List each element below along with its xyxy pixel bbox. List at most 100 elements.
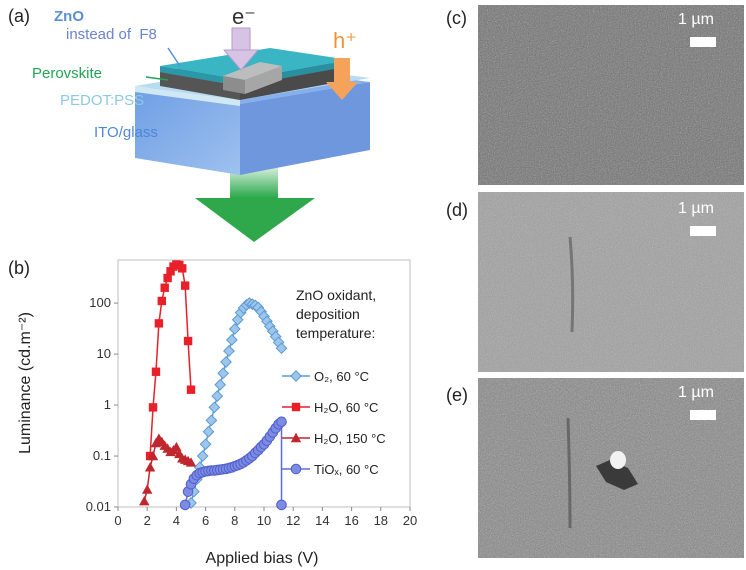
data-point-square (180, 281, 190, 290)
data-point-square (151, 367, 161, 376)
ito-label: ITO/glass (94, 124, 158, 141)
panel-d-label: (d) (446, 200, 468, 220)
x-tick-label: 8 (231, 513, 238, 528)
data-point-triangle (185, 457, 197, 467)
data-point-square (154, 319, 164, 328)
series-square (145, 260, 196, 461)
plot-area (117, 259, 411, 508)
data-point-circle (276, 416, 287, 428)
y-tick-label: 0.1 (93, 448, 111, 463)
series-triangle (139, 433, 197, 506)
data-point-diamond (228, 323, 241, 335)
data-point-diamond (217, 367, 230, 380)
pedot-label: PEDOT:PSS (60, 92, 145, 109)
x-tick-label: 2 (144, 513, 151, 528)
sem-texture-c (478, 5, 744, 185)
data-point-diamond (208, 401, 221, 414)
data-point-triangle (147, 450, 159, 461)
legend-title-line: temperature: (296, 325, 375, 341)
y-tick-label: 10 (97, 346, 111, 361)
sem-image-c: 1 µm (478, 5, 744, 185)
data-point-circle (276, 499, 287, 511)
zno-label: ZnO (54, 8, 84, 25)
scale-bar-d (690, 226, 716, 236)
data-point-triangle (139, 495, 150, 506)
electron-arrow (222, 27, 260, 71)
data-point-square (183, 336, 193, 346)
data-point-square (145, 451, 155, 461)
data-point-diamond (290, 370, 302, 382)
data-point-square (291, 402, 301, 412)
legend-label: O₂, 60 °C (314, 369, 369, 384)
x-tick-label: 4 (173, 513, 180, 528)
x-tick-label: 14 (315, 513, 329, 528)
data-point-triangle (142, 484, 153, 494)
data-point-diamond (205, 414, 218, 427)
sem-image-e: 1 µm (478, 378, 744, 558)
luminance-chart: 0 2 4 6 8 10 12 14 16 18 20 0.01 0.1 1 10 100 ZnO oxida… (17, 259, 417, 567)
y-tick-label: 0.01 (86, 499, 111, 514)
data-point-circle (290, 463, 302, 475)
electron-label: e⁻ (232, 4, 256, 29)
data-point-square (186, 385, 196, 394)
data-point-diamond (211, 390, 224, 402)
data-point-diamond (214, 378, 227, 391)
legend-entry: H₂O, 150 °C (282, 431, 386, 446)
x-tick-label: 18 (374, 513, 388, 528)
data-point-square (163, 273, 172, 283)
panel-a-label: (a) (8, 6, 30, 26)
legend-entry: H₂O, 60 °C (282, 400, 378, 415)
legend-entry: O₂, 60 °C (282, 369, 369, 384)
data-point-square (157, 296, 166, 306)
scale-label-e: 1 µm (678, 384, 714, 401)
x-tick-label: 16 (344, 513, 358, 528)
emission-arrow (195, 160, 315, 242)
device-schematic (135, 27, 370, 242)
data-point-diamond (223, 345, 235, 357)
scale-bar-c (690, 37, 716, 47)
scale-label-d: 1 µm (678, 200, 714, 217)
electrode-bar (223, 62, 282, 94)
sem-texture-d (478, 192, 744, 372)
legend-label: H₂O, 60 °C (314, 400, 378, 415)
data-point-square (160, 283, 169, 292)
y-tick-label: 1 (104, 397, 111, 412)
series-circle (179, 416, 287, 511)
data-point-square (178, 264, 187, 273)
panel-c-label: (c) (446, 8, 467, 28)
legend-title-line: deposition (296, 306, 360, 322)
x-axis-label: Applied bias (V) (206, 550, 319, 567)
scale-bar-e (690, 410, 716, 420)
x-tick-label: 10 (257, 513, 271, 528)
panel-b-label: (b) (8, 258, 30, 278)
x-tick-label: 6 (202, 513, 209, 528)
perovskite-label: Perovskite (32, 65, 103, 82)
data-point-diamond (202, 425, 215, 438)
x-tick-label: 20 (403, 513, 417, 528)
data-point-circle (179, 499, 191, 511)
data-point-diamond (225, 333, 238, 346)
data-point-diamond (231, 313, 244, 326)
data-point-triangle (290, 432, 302, 443)
data-point-square (166, 267, 175, 276)
y-axis-label: Luminance (cd.m⁻²) (17, 312, 34, 454)
legend-title-line: ZnO oxidant, (296, 287, 376, 303)
legend-label: H₂O, 150 °C (314, 431, 386, 446)
data-point-triangle (144, 462, 156, 472)
scale-label-c: 1 µm (678, 11, 714, 28)
hole-label: h⁺ (333, 28, 357, 53)
x-tick-label: 12 (286, 513, 300, 528)
legend-label: TiOₓ, 60 °C (314, 462, 379, 477)
data-point-triangle (171, 441, 182, 452)
instead-of-f8-label: instead of F8 (66, 26, 157, 43)
legend-entry: TiOₓ, 60 °C (282, 462, 379, 477)
data-point-diamond (220, 356, 232, 368)
data-point-diamond (275, 342, 288, 355)
x-tick-label: 0 (114, 513, 121, 528)
sem-texture-e (478, 378, 744, 558)
panel-e-label: (e) (446, 385, 468, 405)
hole-arrow (326, 58, 358, 100)
data-point-square (148, 403, 158, 412)
data-point-diamond (196, 450, 209, 462)
data-point-diamond (199, 438, 212, 451)
